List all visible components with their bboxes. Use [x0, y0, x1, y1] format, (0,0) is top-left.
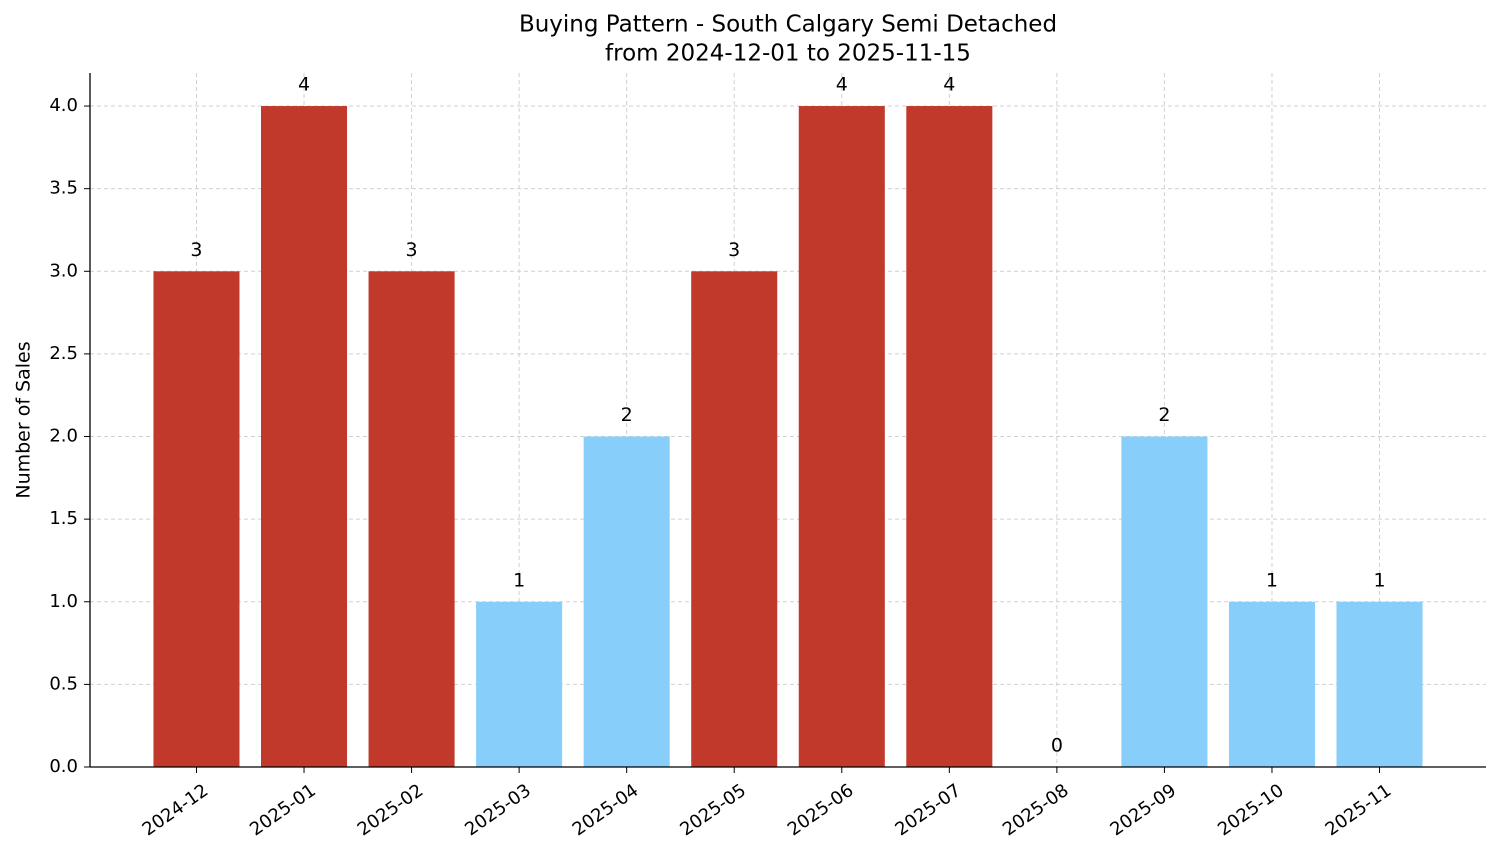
y-tick-label: 1.5	[49, 508, 78, 529]
data-label: 4	[298, 74, 310, 96]
x-tick-label: 2025-07	[891, 780, 965, 840]
bar	[1228, 601, 1315, 767]
data-label: 2	[1158, 404, 1170, 426]
chart-subtitle: from 2024-12-01 to 2025-11-15	[605, 41, 971, 67]
bar	[583, 436, 670, 767]
bars	[153, 106, 1423, 768]
y-tick-label: 1.0	[49, 591, 78, 612]
x-tick-label: 2025-09	[1107, 780, 1181, 840]
y-tick-label: 2.5	[49, 343, 78, 364]
chart-title: Buying Pattern - South Calgary Semi Deta…	[519, 12, 1057, 38]
x-tick-label: 2025-08	[999, 780, 1073, 840]
y-axis-label: Number of Sales	[13, 341, 35, 498]
x-tick-label: 2025-02	[354, 780, 428, 840]
bar	[1121, 436, 1208, 767]
x-tick-label: 2025-04	[569, 780, 643, 840]
data-label: 4	[836, 74, 848, 96]
data-label: 1	[1266, 569, 1278, 591]
y-tick-label: 3.0	[49, 260, 78, 281]
bar	[153, 271, 240, 767]
data-label: 1	[1373, 569, 1385, 591]
x-tick-label: 2024-12	[139, 780, 213, 840]
x-tick-label: 2025-11	[1322, 780, 1396, 840]
y-tick-label: 0.0	[49, 756, 78, 777]
data-label: 2	[621, 404, 633, 426]
data-label: 3	[190, 239, 202, 261]
y-tick-label: 2.0	[49, 426, 78, 447]
bar	[476, 601, 563, 767]
data-label: 4	[943, 74, 955, 96]
y-tick-label: 4.0	[49, 95, 78, 116]
x-tick-label: 2025-05	[676, 780, 750, 840]
bar	[798, 106, 885, 768]
x-tick-label: 2025-06	[784, 780, 858, 840]
data-label: 3	[728, 239, 740, 261]
bar	[906, 106, 993, 768]
y-tick-label: 0.5	[49, 673, 78, 694]
y-tick-label: 3.5	[49, 178, 78, 199]
bar	[691, 271, 778, 767]
bar	[368, 271, 455, 767]
bar	[261, 106, 348, 768]
data-label: 0	[1051, 735, 1063, 757]
x-tick-label: 2025-01	[246, 780, 320, 840]
bar	[1336, 601, 1423, 767]
data-label: 1	[513, 569, 525, 591]
data-label: 3	[406, 239, 418, 261]
x-tick-label: 2025-03	[461, 780, 535, 840]
x-tick-label: 2025-10	[1214, 780, 1288, 840]
